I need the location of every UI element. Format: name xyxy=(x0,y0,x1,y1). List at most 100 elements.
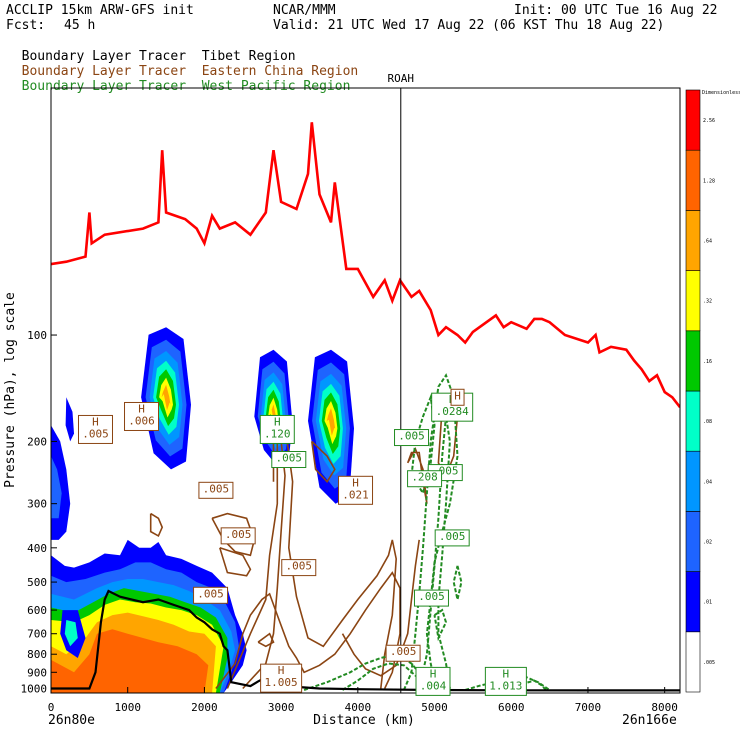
colorbar-swatch xyxy=(685,450,701,512)
contour-label: .005 xyxy=(413,589,449,607)
contour-label-box xyxy=(484,666,527,696)
colorbar-swatch xyxy=(685,270,701,332)
contour-label: H xyxy=(450,388,465,406)
colorbar-swatch xyxy=(685,511,701,572)
y-tick-label: 200 xyxy=(27,435,47,448)
colorbar-label: .08 xyxy=(703,419,712,425)
tracer-region-west-pacific: West Pacific Region xyxy=(201,79,351,94)
contour-label: .208 xyxy=(407,470,443,488)
contour-label-text: H xyxy=(454,389,461,402)
tracer-fill-region xyxy=(64,620,78,647)
contour-line xyxy=(257,632,275,648)
y-tick-label: 400 xyxy=(27,542,47,555)
x-tick-label: 7000 xyxy=(575,701,602,714)
colorbar-swatch xyxy=(685,631,701,693)
contour-label-text: .120 xyxy=(264,427,291,440)
y-axis: 100 200 300 400 500 600 700 800 900 1000 xyxy=(21,329,57,695)
contour-label-text: .005 xyxy=(286,560,313,573)
header-valid: Valid: 21 UTC Wed 17 Aug 22 (06 KST Thu … xyxy=(273,18,665,33)
right-end-label: 26n166e xyxy=(622,713,677,728)
contour-label-text: .005 xyxy=(203,482,230,495)
x-tick-label: 8000 xyxy=(651,701,678,714)
contour-label-box xyxy=(271,451,307,469)
contour-label: H1.013 xyxy=(484,666,527,696)
tracer-region-tibet: Tibet Region xyxy=(201,49,296,64)
x-tick-label: 0 xyxy=(48,701,55,714)
contour-label-text: .005 xyxy=(197,587,224,600)
contour-label-text: .005 xyxy=(398,430,425,443)
contour-line xyxy=(215,571,401,689)
contour-line xyxy=(226,422,398,689)
contour-label-box xyxy=(77,414,113,444)
contour-line xyxy=(219,547,252,577)
tracer-fill-region xyxy=(326,408,336,436)
colorbar-label: .32 xyxy=(703,299,712,305)
colorbar-label: .005 xyxy=(703,660,715,666)
y-tick-label: 600 xyxy=(27,604,47,617)
terrain-line xyxy=(51,589,680,692)
x-tick-label: 1000 xyxy=(114,701,141,714)
y-tick-label: 100 xyxy=(27,329,47,342)
contour-line xyxy=(149,512,164,538)
tracer-prefix: Boundary Layer Tracer xyxy=(21,79,187,94)
contour-line xyxy=(464,676,551,691)
contour-label-text: .0284 xyxy=(436,405,469,418)
contour-label-box xyxy=(338,475,374,505)
contour-label-box xyxy=(220,527,256,545)
contour-label: H.006 xyxy=(124,401,160,431)
contour-label: H.004 xyxy=(415,666,451,696)
contour-label: .005 xyxy=(271,451,307,469)
tracer-line-west-pacific: Boundary Layer Tracer West Pacific Regio… xyxy=(6,66,351,94)
contour-label-text: .005 xyxy=(225,528,252,541)
contour-label: .005 xyxy=(434,529,470,547)
colorbar-label: .16 xyxy=(703,359,712,365)
tracer-fill-region xyxy=(51,629,209,693)
contour-label-box xyxy=(198,481,234,499)
colorbar-title: Dimensionless xyxy=(702,90,740,96)
left-end-label: 26n80e xyxy=(48,713,95,728)
contour-label-text: H xyxy=(278,664,285,677)
tracer-region-eastern-china: Eastern China Region xyxy=(201,64,359,79)
colorbar-swatch xyxy=(685,571,701,633)
contour-line xyxy=(433,608,448,642)
x-tick-label: 2000 xyxy=(191,701,218,714)
contour-label-text: .005 xyxy=(276,452,303,465)
contour-label-box xyxy=(259,414,295,444)
contour-label-text: .005 xyxy=(390,645,417,658)
x-axis: 0 1000 2000 3000 4000 5000 6000 7000 8000 xyxy=(48,687,678,714)
contour-label-box xyxy=(281,559,317,577)
contour-line xyxy=(418,416,451,689)
contour-line xyxy=(406,446,428,504)
y-tick-label: 300 xyxy=(27,498,47,511)
contour-label-text: .021 xyxy=(342,488,369,501)
contour-label: .005 xyxy=(281,559,317,577)
contour-label-box xyxy=(124,401,160,431)
contour-label-text: .208 xyxy=(411,471,438,484)
contour-label-text: .006 xyxy=(128,414,155,427)
contour-label-box xyxy=(450,388,465,406)
x-tick-label: 6000 xyxy=(498,701,525,714)
contour-label-text: 1.013 xyxy=(489,679,522,692)
colorbar-label: .02 xyxy=(703,540,712,546)
contour-label-text: H xyxy=(503,667,510,680)
tracer-prefix: Boundary Layer Tracer xyxy=(21,64,187,79)
tracer-line-eastern-china: Boundary Layer Tracer Eastern China Regi… xyxy=(6,51,359,79)
contour-label-box xyxy=(407,470,443,488)
contour-label-box xyxy=(260,663,303,693)
header-org: NCAR/MMM xyxy=(273,3,336,18)
tracer-fill-region xyxy=(161,384,171,411)
x-tick-label: 4000 xyxy=(345,701,372,714)
colorbar-swatch xyxy=(685,149,701,211)
roah-marker-label: ROAH xyxy=(388,72,415,85)
y-tick-label: 500 xyxy=(27,576,47,589)
y-axis-label: Pressure (hPa), log scale xyxy=(3,292,18,488)
contour-label-text: H xyxy=(430,667,437,680)
contour-labels: H .005 H.006 H .120 .005 .005 .005 H .021 H .0284 H.… xyxy=(77,388,527,696)
contour-label: .005 xyxy=(385,644,421,662)
contour-label: .005 xyxy=(394,429,430,447)
contour-label: .005 xyxy=(198,481,234,499)
colorbar-swatch xyxy=(685,89,701,151)
colorbar-label: 2.56 xyxy=(703,118,715,124)
contour-label-box xyxy=(434,529,470,547)
header-fcst-value: 45 h xyxy=(64,18,96,33)
